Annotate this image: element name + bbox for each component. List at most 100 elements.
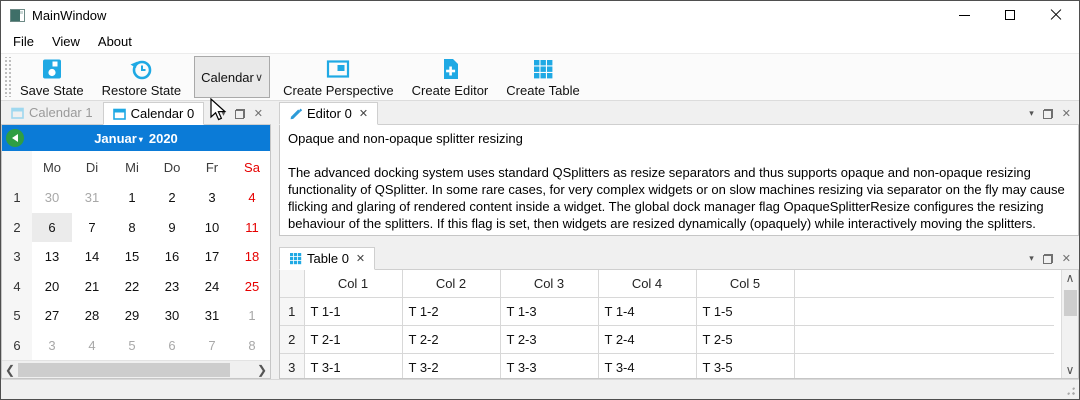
calendar-day[interactable]: 28 (84, 308, 100, 324)
table-cell[interactable]: T 3-1 (303, 352, 403, 378)
calendar-day[interactable]: 25 (244, 278, 260, 294)
tab-editor-0[interactable]: Editor 0 ✕ (279, 102, 379, 125)
table-cell[interactable]: T 2-1 (303, 324, 403, 354)
row-header[interactable]: 1 (280, 296, 305, 326)
calendar-day[interactable]: 2 (168, 190, 176, 206)
calendar-day[interactable]: 5 (128, 337, 136, 353)
resize-grip[interactable] (1064, 384, 1077, 397)
scroll-down-icon[interactable]: ∨ (1065, 363, 1075, 377)
table-cell[interactable]: T 2-4 (597, 324, 697, 354)
tab-close-icon[interactable]: ✕ (358, 108, 369, 120)
tab-close-icon[interactable]: ✕ (355, 253, 366, 265)
table-cell[interactable]: T 1-2 (401, 296, 501, 326)
editor-content[interactable]: Opaque and non-opaque splitter resizing … (279, 125, 1079, 236)
calendar-day[interactable]: 29 (124, 308, 140, 324)
calendar-day[interactable]: 3 (208, 190, 216, 206)
calendar-day[interactable]: 17 (204, 249, 220, 265)
row-header[interactable]: 3 (280, 352, 305, 378)
table-cell[interactable]: T 2-3 (499, 324, 599, 354)
calendar-day[interactable]: 6 (168, 337, 176, 353)
create-editor-button[interactable]: Create Editor (403, 54, 498, 100)
horizontal-splitter[interactable] (279, 236, 1079, 246)
dock-float-icon[interactable] (1042, 253, 1053, 264)
menu-view[interactable]: View (51, 33, 80, 49)
calendar-day[interactable]: 4 (88, 337, 96, 353)
toolbar-grip[interactable] (3, 57, 11, 97)
dock-float-icon[interactable] (1042, 108, 1053, 119)
calendar-day[interactable]: 7 (208, 337, 216, 353)
hscroll-thumb[interactable] (18, 362, 230, 377)
calendar-day[interactable]: 24 (204, 278, 220, 294)
dock-close-icon[interactable]: ✕ (1061, 253, 1071, 265)
calendar-day[interactable]: 8 (248, 337, 256, 353)
calendar-day[interactable]: 13 (44, 249, 60, 265)
table-column-header[interactable]: Col 1 (303, 270, 403, 298)
calendar-month-title[interactable]: Januar ▾ 2020 (94, 130, 178, 146)
table-cell[interactable]: T 3-4 (597, 352, 697, 378)
dock-close-icon[interactable]: ✕ (253, 108, 263, 120)
table-cell[interactable]: T 1-3 (499, 296, 599, 326)
calendar-day[interactable]: 6 (32, 212, 72, 242)
dock-close-icon[interactable]: ✕ (1061, 108, 1071, 120)
create-perspective-button[interactable]: Create Perspective (274, 54, 403, 100)
scroll-up-icon[interactable]: ∧ (1065, 271, 1075, 285)
table-column-header[interactable]: Col 3 (499, 270, 599, 298)
calendar-day[interactable]: 31 (204, 308, 220, 324)
calendar-day[interactable]: 20 (44, 278, 60, 294)
table-column-header[interactable]: Col 4 (597, 270, 697, 298)
calendar-day[interactable]: 3 (48, 337, 56, 353)
calendar-day[interactable]: 4 (248, 190, 256, 206)
calendar-day[interactable]: 7 (88, 219, 96, 235)
calendar-day[interactable]: 1 (248, 308, 256, 324)
calendar-day[interactable]: 10 (204, 219, 220, 235)
calendar-day[interactable]: 1 (128, 190, 136, 206)
perspective-combobox[interactable]: Calendar ∨ (194, 56, 271, 98)
dock-float-icon[interactable] (234, 108, 245, 119)
calendar-hscrollbar[interactable]: ❮ ❯ (2, 360, 270, 378)
tab-table-0[interactable]: Table 0 ✕ (279, 247, 376, 270)
menu-file[interactable]: File (13, 33, 34, 49)
maximize-button[interactable] (987, 1, 1033, 29)
table-cell[interactable]: T 2-5 (695, 324, 795, 354)
save-state-button[interactable]: Save State (11, 54, 93, 100)
close-button[interactable] (1033, 1, 1079, 29)
vscroll-thumb[interactable] (1063, 290, 1077, 316)
calendar-day[interactable]: 27 (44, 308, 60, 324)
calendar-day[interactable]: 30 (44, 190, 60, 206)
dock-menu-icon[interactable]: ▾ (1029, 253, 1034, 263)
dock-menu-icon[interactable]: ▾ (1029, 108, 1034, 118)
row-header[interactable]: 2 (280, 324, 305, 354)
scroll-right-icon[interactable]: ❯ (256, 362, 268, 377)
calendar-day[interactable]: 23 (164, 278, 180, 294)
calendar-day[interactable]: 15 (124, 249, 140, 265)
table-cell[interactable]: T 3-2 (401, 352, 501, 378)
tab-calendar-0[interactable]: Calendar 0 (102, 102, 205, 125)
vertical-splitter[interactable] (271, 101, 279, 379)
calendar-day[interactable]: 30 (164, 308, 180, 324)
prev-month-button[interactable] (6, 129, 24, 147)
tab-calendar-1[interactable]: Calendar 1 (1, 101, 103, 124)
calendar-day[interactable]: 22 (124, 278, 140, 294)
calendar-day[interactable]: 21 (84, 278, 100, 294)
table-cell[interactable]: T 3-3 (499, 352, 599, 378)
calendar-day[interactable]: 14 (84, 249, 100, 265)
calendar-day[interactable]: 8 (128, 219, 136, 235)
menu-about[interactable]: About (97, 33, 132, 49)
create-table-button[interactable]: Create Table (497, 54, 588, 100)
table-cell[interactable]: T 2-2 (401, 324, 501, 354)
table-cell[interactable]: T 1-4 (597, 296, 697, 326)
dock-menu-icon[interactable]: ▾ (221, 108, 226, 118)
restore-state-button[interactable]: Restore State (93, 54, 191, 100)
calendar-day[interactable]: 11 (245, 219, 259, 235)
table-vscrollbar[interactable]: ∧ ∨ (1061, 270, 1078, 378)
calendar-day[interactable]: 18 (244, 249, 260, 265)
calendar-day[interactable]: 31 (84, 190, 100, 206)
calendar-day[interactable]: 9 (168, 219, 176, 235)
scroll-left-icon[interactable]: ❮ (4, 362, 16, 377)
minimize-button[interactable] (941, 1, 987, 29)
table-cell[interactable]: T 1-1 (303, 296, 403, 326)
table-column-header[interactable]: Col 5 (695, 270, 795, 298)
table-cell[interactable]: T 3-5 (695, 352, 795, 378)
table-column-header[interactable]: Col 2 (401, 270, 501, 298)
calendar-day[interactable]: 16 (164, 249, 180, 265)
